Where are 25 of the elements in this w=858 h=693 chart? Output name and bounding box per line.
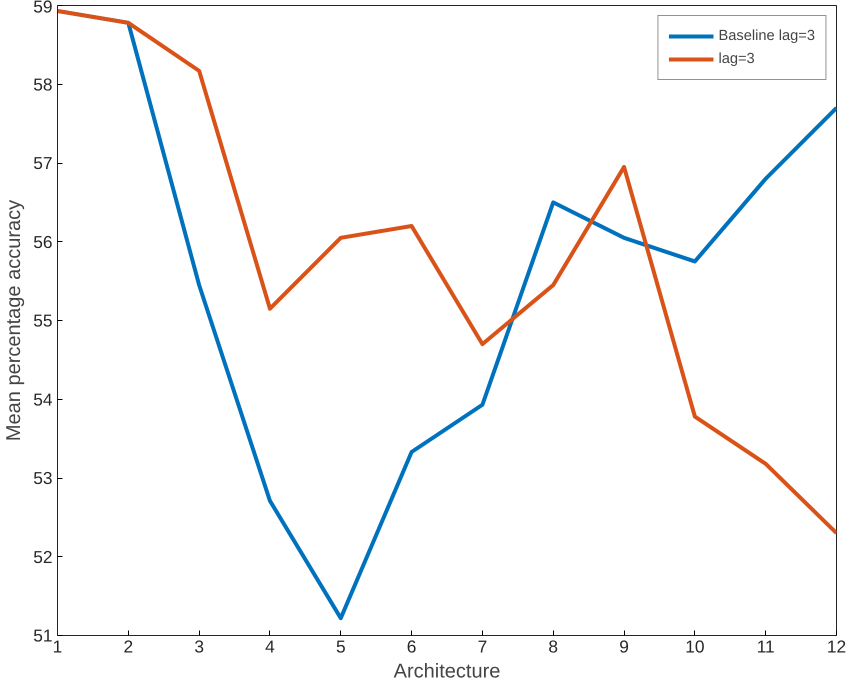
y-tick-label: 55 <box>33 310 53 330</box>
x-tick-label: 10 <box>685 636 705 656</box>
y-tick-label: 57 <box>33 153 53 173</box>
x-tick-label: 8 <box>548 636 558 656</box>
y-tick-label: 56 <box>33 232 53 252</box>
x-tick-label: 11 <box>756 636 775 656</box>
x-tick-label: 1 <box>52 636 62 656</box>
legend-label: lag=3 <box>718 51 755 67</box>
y-tick-label: 52 <box>33 546 53 567</box>
x-tick-label: 3 <box>194 636 204 656</box>
x-axis-title: Architecture <box>394 660 500 682</box>
x-tick-label: 4 <box>265 636 276 656</box>
x-tick-label: 12 <box>826 636 846 656</box>
x-tick-label: 7 <box>478 636 488 656</box>
legend-label: Baseline lag=3 <box>718 28 815 44</box>
y-tick-label: 53 <box>33 468 53 488</box>
x-tick-label: 6 <box>406 636 416 656</box>
y-tick-label: 54 <box>33 389 53 410</box>
x-tick-label: 2 <box>124 636 134 656</box>
y-tick-label: 59 <box>33 0 53 16</box>
x-tick-label: 5 <box>336 636 346 656</box>
y-tick-label: 51 <box>33 626 53 646</box>
x-tick-label: 9 <box>619 636 629 656</box>
y-tick-label: 58 <box>33 74 53 94</box>
y-axis-title: Mean percentage accuracy <box>3 200 26 442</box>
